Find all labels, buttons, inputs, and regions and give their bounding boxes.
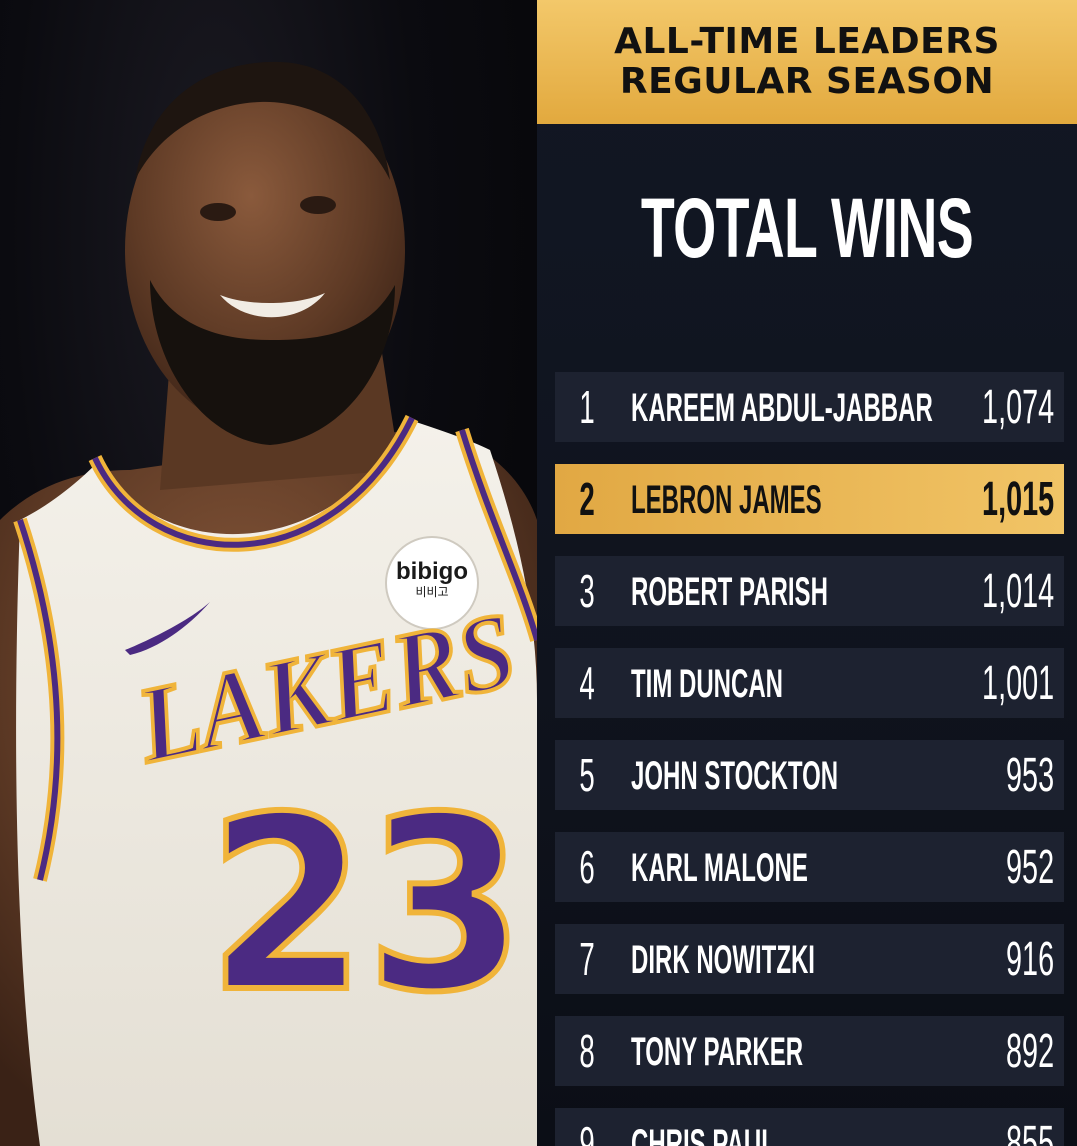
leader-wins: 916 [1005, 933, 1054, 986]
leader-row: 2 LEBRON JAMES 1,015 [555, 464, 1064, 534]
leader-rank: 7 [579, 933, 595, 985]
leader-rank: 6 [579, 841, 595, 893]
player-photo: bibigo 비비고 LAKERS 23 [0, 0, 537, 1146]
swoosh-icon [125, 602, 210, 655]
leader-row: 6 KARL MALONE 952 [555, 832, 1064, 902]
leaderboard-panel: ALL-TIME LEADERS REGULAR SEASON TOTAL WI… [537, 0, 1077, 1146]
leader-rank: 2 [579, 473, 595, 525]
leader-wins: 892 [1005, 1025, 1054, 1078]
leader-name: CHRIS PAUL [631, 1122, 776, 1146]
player-illustration [0, 61, 537, 1146]
leader-rank: 3 [579, 565, 595, 617]
leader-name: KARL MALONE [631, 846, 808, 890]
leader-row: 1 KAREEM ABDUL-JABBAR 1,074 [555, 372, 1064, 442]
jersey-number: 23 [205, 765, 528, 1045]
sponsor-name: bibigo [396, 558, 468, 585]
leader-row: 4 TIM DUNCAN 1,001 [555, 648, 1064, 718]
leader-name: DIRK NOWITZKI [631, 938, 815, 982]
leader-wins: 1,001 [981, 657, 1054, 710]
leader-wins: 952 [1005, 841, 1054, 894]
leader-rank: 8 [579, 1025, 595, 1077]
header-line-2: REGULAR SEASON [619, 61, 995, 102]
leader-row: 3 ROBERT PARISH 1,014 [555, 556, 1064, 626]
leader-name: KAREEM ABDUL-JABBAR [631, 386, 933, 430]
leader-name: LEBRON JAMES [631, 478, 822, 522]
leader-rank: 9 [579, 1117, 595, 1146]
leader-wins: 855 [1005, 1117, 1054, 1146]
leader-wins: 1,074 [981, 381, 1054, 434]
leader-row: 5 JOHN STOCKTON 953 [555, 740, 1064, 810]
leader-row: 7 DIRK NOWITZKI 916 [555, 924, 1064, 994]
sponsor-sub: 비비고 [415, 585, 449, 599]
leader-row: 9 CHRIS PAUL 855 [555, 1108, 1064, 1146]
sponsor-patch [385, 536, 479, 630]
leader-rank: 4 [579, 657, 595, 709]
leader-wins: 953 [1005, 749, 1054, 802]
sponsor-logo: bibigo 비비고 [388, 560, 476, 600]
leader-wins: 1,015 [981, 473, 1054, 526]
leader-rank: 5 [579, 749, 595, 801]
leader-rank: 1 [579, 381, 595, 433]
stat-title: TOTAL WINS [640, 181, 974, 275]
leader-wins: 1,014 [981, 565, 1054, 618]
leader-name: TIM DUNCAN [631, 662, 783, 706]
leader-row: 8 TONY PARKER 892 [555, 1016, 1064, 1086]
panel-header: ALL-TIME LEADERS REGULAR SEASON [537, 0, 1077, 124]
leader-name: TONY PARKER [631, 1030, 804, 1074]
leader-name: JOHN STOCKTON [631, 754, 839, 798]
header-line-1: ALL-TIME LEADERS [614, 21, 1000, 62]
leader-name: ROBERT PARISH [631, 570, 828, 614]
